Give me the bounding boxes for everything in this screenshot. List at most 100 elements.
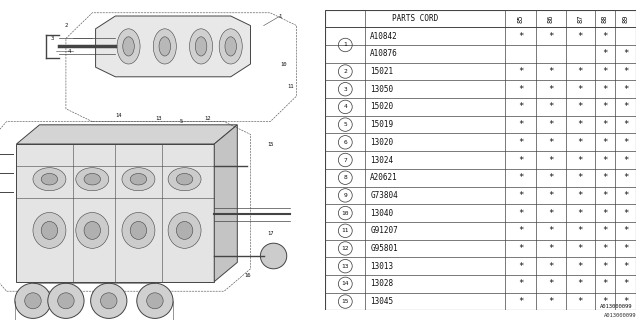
Text: 9: 9 bbox=[344, 193, 347, 198]
Text: *: * bbox=[577, 138, 583, 147]
Text: *: * bbox=[602, 156, 607, 164]
Ellipse shape bbox=[130, 221, 147, 239]
Polygon shape bbox=[95, 16, 250, 77]
Text: 11: 11 bbox=[342, 228, 349, 233]
Text: A20621: A20621 bbox=[370, 173, 398, 182]
Text: *: * bbox=[518, 120, 524, 129]
Text: 14: 14 bbox=[342, 281, 349, 286]
Text: *: * bbox=[623, 173, 628, 182]
Circle shape bbox=[48, 283, 84, 318]
Text: *: * bbox=[577, 279, 583, 288]
Text: 14: 14 bbox=[115, 113, 122, 118]
Ellipse shape bbox=[177, 221, 193, 239]
Ellipse shape bbox=[225, 37, 237, 56]
Text: A10876: A10876 bbox=[370, 49, 398, 58]
Text: *: * bbox=[623, 85, 628, 94]
Text: G91207: G91207 bbox=[370, 226, 398, 235]
Text: *: * bbox=[548, 173, 554, 182]
Text: *: * bbox=[548, 156, 554, 164]
Text: 89: 89 bbox=[623, 14, 628, 23]
Text: *: * bbox=[602, 138, 607, 147]
Text: *: * bbox=[602, 279, 607, 288]
Text: *: * bbox=[623, 49, 628, 58]
Circle shape bbox=[260, 243, 287, 269]
Text: *: * bbox=[577, 67, 583, 76]
Text: *: * bbox=[623, 279, 628, 288]
Ellipse shape bbox=[195, 37, 207, 56]
Circle shape bbox=[147, 293, 163, 309]
Text: 3: 3 bbox=[344, 87, 347, 92]
Text: *: * bbox=[518, 156, 524, 164]
Text: *: * bbox=[577, 32, 583, 41]
Text: 15020: 15020 bbox=[370, 102, 393, 111]
Ellipse shape bbox=[33, 168, 66, 191]
Text: 88: 88 bbox=[602, 14, 608, 23]
Ellipse shape bbox=[130, 173, 147, 185]
Text: 2: 2 bbox=[344, 69, 347, 74]
Text: *: * bbox=[548, 262, 554, 271]
Text: 85: 85 bbox=[518, 14, 524, 23]
Text: G73804: G73804 bbox=[370, 191, 398, 200]
Text: *: * bbox=[623, 209, 628, 218]
Circle shape bbox=[137, 283, 173, 318]
Circle shape bbox=[100, 293, 117, 309]
Ellipse shape bbox=[76, 212, 109, 248]
Text: 13024: 13024 bbox=[370, 156, 393, 164]
Text: A013000099: A013000099 bbox=[600, 304, 632, 309]
Text: *: * bbox=[548, 209, 554, 218]
Text: *: * bbox=[518, 262, 524, 271]
Text: 1: 1 bbox=[278, 13, 282, 19]
Text: *: * bbox=[577, 173, 583, 182]
Ellipse shape bbox=[189, 29, 212, 64]
Text: *: * bbox=[602, 67, 607, 76]
Text: *: * bbox=[623, 244, 628, 253]
Ellipse shape bbox=[177, 173, 193, 185]
Circle shape bbox=[91, 283, 127, 318]
Text: *: * bbox=[548, 279, 554, 288]
Ellipse shape bbox=[123, 37, 134, 56]
Polygon shape bbox=[214, 125, 237, 282]
Text: *: * bbox=[548, 32, 554, 41]
Text: 1: 1 bbox=[344, 43, 347, 47]
Ellipse shape bbox=[168, 168, 201, 191]
Text: 13050: 13050 bbox=[370, 85, 393, 94]
Text: 6: 6 bbox=[344, 140, 347, 145]
Text: *: * bbox=[602, 244, 607, 253]
Text: *: * bbox=[518, 191, 524, 200]
Text: 13028: 13028 bbox=[370, 279, 393, 288]
Text: 15: 15 bbox=[342, 299, 349, 304]
Text: A013000099: A013000099 bbox=[604, 313, 637, 318]
Text: 13045: 13045 bbox=[370, 297, 393, 306]
Text: *: * bbox=[518, 32, 524, 41]
Text: 11: 11 bbox=[287, 84, 293, 89]
Text: 2: 2 bbox=[64, 23, 68, 28]
Text: 5: 5 bbox=[344, 122, 347, 127]
Text: *: * bbox=[623, 262, 628, 271]
Ellipse shape bbox=[122, 212, 155, 248]
Text: 5: 5 bbox=[180, 119, 183, 124]
Text: *: * bbox=[623, 156, 628, 164]
Text: *: * bbox=[548, 85, 554, 94]
Text: *: * bbox=[602, 191, 607, 200]
Text: *: * bbox=[548, 102, 554, 111]
Text: 4: 4 bbox=[68, 49, 71, 54]
Ellipse shape bbox=[122, 168, 155, 191]
Text: 7: 7 bbox=[344, 157, 347, 163]
Text: *: * bbox=[623, 120, 628, 129]
Text: 17: 17 bbox=[267, 231, 273, 236]
Text: *: * bbox=[518, 226, 524, 235]
Text: 16: 16 bbox=[244, 273, 250, 278]
Circle shape bbox=[25, 293, 41, 309]
Text: *: * bbox=[518, 138, 524, 147]
Text: 3: 3 bbox=[51, 36, 54, 41]
Text: 12: 12 bbox=[342, 246, 349, 251]
Text: 13: 13 bbox=[155, 116, 161, 121]
Text: *: * bbox=[602, 102, 607, 111]
Text: *: * bbox=[548, 226, 554, 235]
Ellipse shape bbox=[33, 212, 66, 248]
Text: A10842: A10842 bbox=[370, 32, 398, 41]
Text: 10: 10 bbox=[342, 211, 349, 216]
Text: *: * bbox=[548, 138, 554, 147]
Ellipse shape bbox=[153, 29, 177, 64]
Text: *: * bbox=[623, 102, 628, 111]
